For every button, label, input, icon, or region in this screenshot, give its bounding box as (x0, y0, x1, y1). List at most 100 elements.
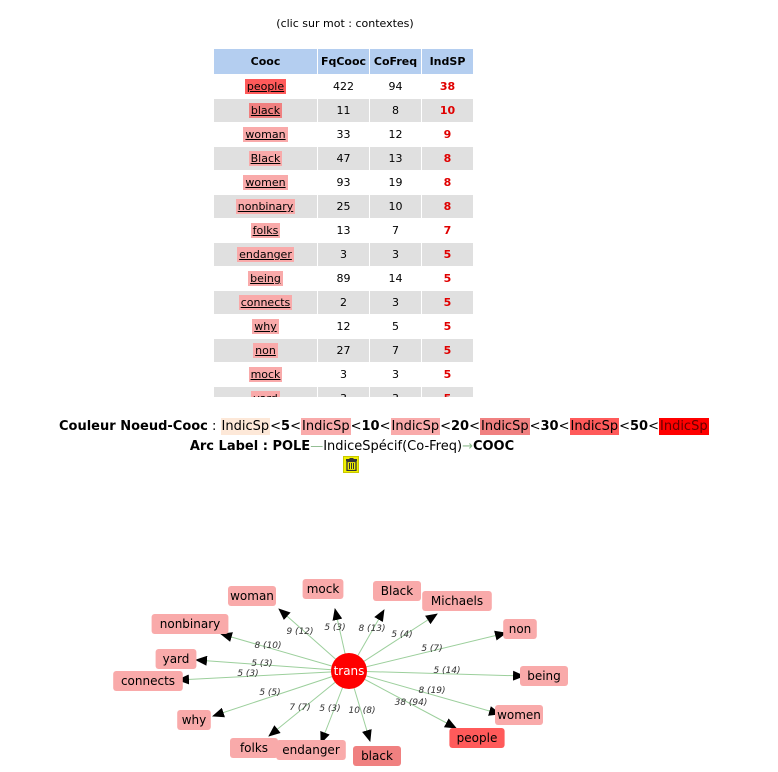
table-header-row: Cooc FqCooc CoFreq IndSP (213, 48, 474, 75)
graph-node-box[interactable] (155, 649, 197, 669)
cooc-word-link[interactable]: mock (248, 367, 283, 382)
graph-node-box[interactable] (276, 740, 346, 760)
cooc-word-link[interactable]: being (248, 271, 283, 286)
graph-node-box[interactable] (228, 586, 276, 606)
cooc-word-link[interactable]: why (252, 319, 279, 334)
graph-node-label: endanger (282, 743, 340, 757)
graph-node[interactable]: woman (228, 586, 276, 606)
graph-node-box[interactable] (449, 728, 505, 748)
cell-indsp: 7 (421, 218, 474, 243)
graph-node-label: people (457, 731, 498, 745)
cell-indsp: 5 (421, 242, 474, 267)
edge-label: 7 (7) (289, 703, 310, 713)
cooc-word-link[interactable]: endanger (237, 247, 294, 262)
graph-node[interactable]: nonbinary (151, 614, 229, 634)
edge-label: 5 (3) (237, 669, 258, 679)
cooc-word-link[interactable]: women (243, 175, 288, 190)
edge-label: 10 (8) (348, 706, 375, 716)
edge-label: 5 (3) (319, 704, 340, 714)
cooc-word-link[interactable]: folks (250, 223, 281, 238)
edge-label: 38 (94) (395, 698, 428, 708)
graph-node[interactable]: yard (155, 649, 197, 669)
graph-node-box[interactable] (353, 746, 401, 766)
graph-node[interactable]: why (177, 710, 211, 730)
cooc-word-link[interactable]: connects (238, 295, 293, 310)
table-row: Black 47 13 8 (213, 146, 474, 171)
edge-label: 5 (5) (259, 688, 280, 698)
arc-legend-cooc: COOC (472, 439, 515, 454)
edge-label: 8 (10) (254, 641, 281, 651)
graph-node-label: why (182, 713, 207, 727)
cell-indsp: 5 (421, 362, 474, 387)
graph-node-box[interactable] (113, 671, 183, 691)
legend-lt: < (619, 419, 630, 434)
col-header-fqcooc[interactable]: FqCooc (317, 48, 370, 75)
edge-label: 5 (14) (433, 666, 460, 676)
graph-node-box[interactable] (177, 710, 211, 730)
graph-edge (220, 632, 350, 672)
cell-indsp: 10 (421, 98, 474, 123)
table-row: mock 3 3 5 (213, 362, 474, 387)
cooc-word-link[interactable]: yard (251, 391, 280, 397)
cooc-table-container[interactable]: Cooc FqCooc CoFreq IndSP people 422 94 38 bl… (213, 48, 475, 397)
legend-swatch: IndicSp (220, 418, 271, 435)
col-header-indsp[interactable]: IndSP (421, 48, 474, 75)
cooc-word-link[interactable]: black (248, 103, 283, 118)
graph-node[interactable]: black (353, 746, 401, 766)
graph-node-label: Black (381, 584, 414, 598)
graph-node-box[interactable] (302, 579, 344, 599)
graph-node[interactable]: folks (230, 738, 278, 758)
trash-icon[interactable] (343, 456, 359, 473)
table-row: why 12 5 5 (213, 314, 474, 339)
cell-fqcooc: 422 (317, 74, 370, 99)
instruction-hint: (clic sur mot : contextes) (276, 17, 414, 30)
graph-node[interactable]: non (503, 619, 537, 639)
legend-swatch: IndicSp (480, 418, 530, 435)
edge-label: 5 (4) (391, 630, 412, 640)
graph-center-circle[interactable] (331, 653, 367, 689)
cell-cofreq: 19 (369, 170, 422, 195)
cooc-word-link[interactable]: woman (243, 127, 288, 142)
graph-node[interactable]: Michaels (422, 591, 492, 611)
cell-cofreq: 5 (369, 314, 422, 339)
table-row: endanger 3 3 5 (213, 242, 474, 267)
arc-legend-desc: IndiceSpécif(Co-Freq) (323, 439, 463, 454)
cell-cooc: people (213, 74, 318, 99)
col-header-cofreq[interactable]: CoFreq (369, 48, 422, 75)
graph-node-box[interactable] (503, 619, 537, 639)
graph-edge (195, 655, 350, 672)
graph-node[interactable]: endanger (276, 740, 346, 760)
graph-center-node[interactable]: trans (331, 653, 367, 689)
graph-node-box[interactable] (520, 666, 568, 686)
node-color-legend-label: Couleur Noeud-Cooc (59, 419, 208, 434)
graph-node[interactable]: mock (302, 579, 344, 599)
graph-node[interactable]: Black (373, 581, 421, 601)
cooc-word-link[interactable]: people (244, 79, 287, 94)
graph-center-label: trans (334, 664, 365, 678)
graph-node-box[interactable] (373, 581, 421, 601)
cell-indsp: 5 (421, 266, 474, 291)
graph-node-label: women (497, 708, 541, 722)
arc-legend-colon: : (258, 439, 273, 454)
graph-node-label: Michaels (431, 594, 483, 608)
table-row: non 27 7 5 (213, 338, 474, 363)
cooc-word-link[interactable]: nonbinary (235, 199, 296, 214)
cell-cooc: endanger (213, 242, 318, 267)
graph-node[interactable]: people (449, 728, 505, 748)
cooc-word-link[interactable]: non (253, 343, 278, 358)
graph-node-box[interactable] (422, 591, 492, 611)
graph-node-box[interactable] (230, 738, 278, 758)
graph-node[interactable]: connects (113, 671, 183, 691)
arc-legend-dash: — (310, 439, 324, 454)
cell-cooc: non (213, 338, 318, 363)
legend-lt: < (558, 419, 570, 434)
graph-edge (177, 670, 350, 685)
graph-node[interactable]: being (520, 666, 568, 686)
graph-node-box[interactable] (151, 614, 229, 634)
cell-cooc: women (213, 170, 318, 195)
legend-threshold: 10 (361, 419, 380, 434)
cell-fqcooc: 11 (317, 98, 370, 123)
graph-node-box[interactable] (495, 705, 543, 725)
graph-node[interactable]: women (495, 705, 543, 725)
cooc-word-link[interactable]: Black (248, 151, 283, 166)
